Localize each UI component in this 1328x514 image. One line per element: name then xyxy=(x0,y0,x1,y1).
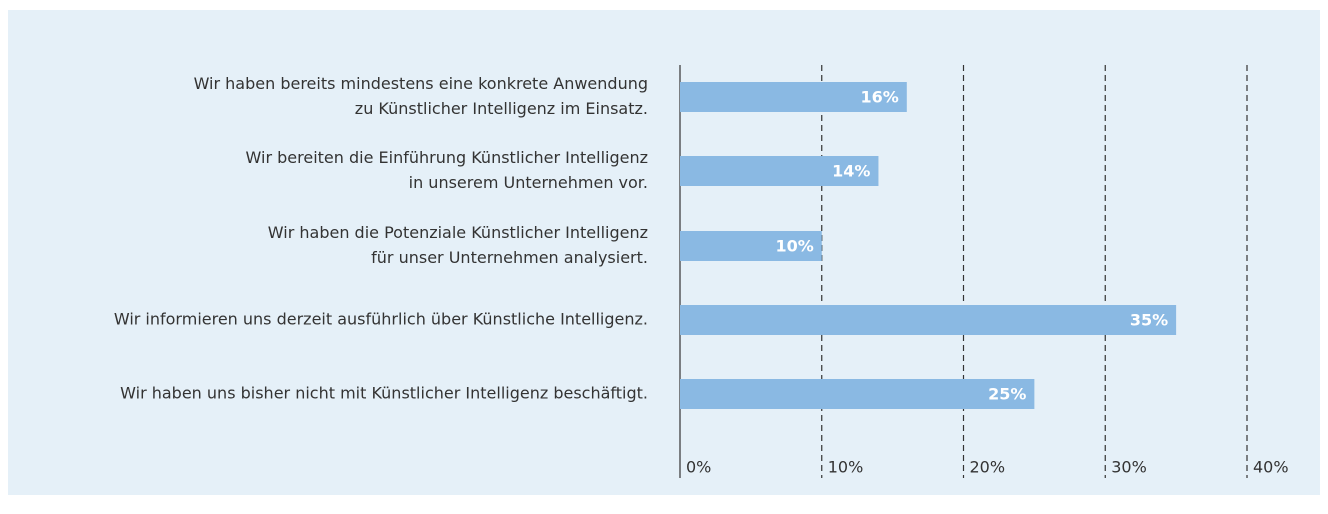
value-label: 25% xyxy=(988,385,1026,404)
bar xyxy=(680,379,1035,409)
panel xyxy=(8,10,1320,495)
category-label: für unser Unternehmen analysiert. xyxy=(371,248,648,267)
value-label: 14% xyxy=(832,162,870,181)
x-tick-label: 30% xyxy=(1111,458,1147,477)
category-label: zu Künstlicher Intelligenz im Einsatz. xyxy=(355,99,648,118)
bar xyxy=(680,231,822,261)
category-label: Wir haben die Potenziale Künstlicher Int… xyxy=(268,223,648,242)
value-label: 35% xyxy=(1130,311,1168,330)
x-tick-label: 10% xyxy=(828,458,864,477)
x-tick-label: 0% xyxy=(686,458,711,477)
category-label: in unserem Unternehmen vor. xyxy=(409,173,648,192)
value-label: 16% xyxy=(861,88,899,107)
value-label: 10% xyxy=(775,237,813,256)
bar xyxy=(680,82,907,112)
category-label: Wir haben bereits mindestens eine konkre… xyxy=(194,74,648,93)
category-label: Wir informieren uns derzeit ausführlich … xyxy=(114,310,648,329)
category-label: Wir bereiten die Einführung Künstlicher … xyxy=(246,148,648,167)
x-tick-label: 20% xyxy=(970,458,1006,477)
category-label: Wir haben uns bisher nicht mit Künstlich… xyxy=(120,384,648,403)
x-tick-label: 40% xyxy=(1253,458,1289,477)
bar xyxy=(680,305,1177,335)
bar xyxy=(680,156,879,186)
